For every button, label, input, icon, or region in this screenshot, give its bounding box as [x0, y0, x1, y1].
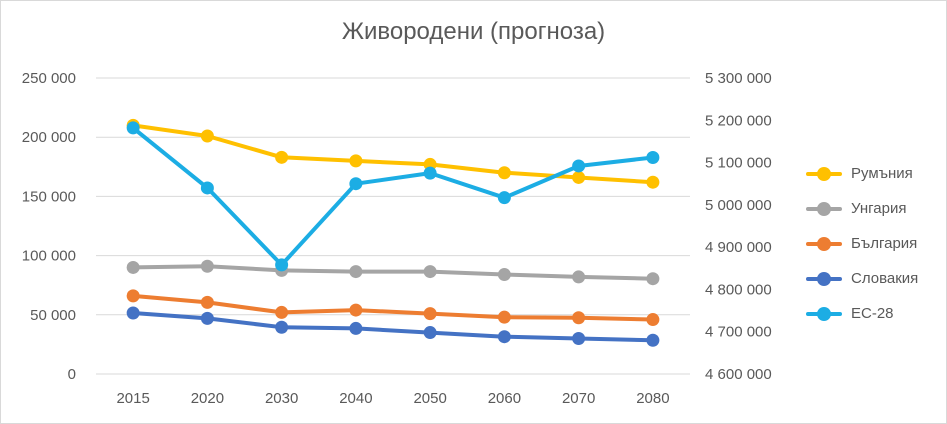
legend-marker: [806, 306, 842, 321]
series-line: [131, 125, 655, 267]
right-axis-ticks: 4 600 000 4 700 000 4 800 000 4 900 000 5 00…: [705, 70, 772, 383]
data-point: [349, 303, 363, 317]
data-point: [497, 268, 511, 282]
data-point: [497, 330, 511, 344]
legend-label: България: [851, 235, 918, 252]
legend-item: Словакия: [806, 261, 918, 296]
legend-label: Унгария: [851, 200, 907, 217]
data-point: [275, 258, 289, 272]
chart-title: Живородени (прогноза): [341, 18, 606, 45]
data-point: [497, 191, 511, 205]
legend-item: ЕС-28: [806, 296, 918, 331]
legend-label: Словакия: [851, 270, 919, 287]
gridlines: [96, 77, 690, 375]
legend-marker: [806, 236, 842, 251]
series-4: [126, 306, 660, 347]
data-point: [423, 166, 437, 180]
data-point: [126, 306, 140, 320]
x-tick-label: 2080: [636, 390, 669, 407]
series-line: [131, 293, 655, 322]
left-tick-label: 250 000: [22, 70, 76, 87]
legend-label: ЕС-28: [851, 305, 894, 322]
series-line: [131, 311, 655, 343]
data-point: [200, 259, 214, 273]
data-point: [200, 181, 214, 195]
legend-item: България: [806, 226, 918, 261]
data-point: [275, 305, 289, 319]
left-axis-ticks: 0 50 000 100 000 150 000 200 000 250 000: [22, 70, 76, 383]
data-point: [423, 265, 437, 279]
data-point: [497, 166, 511, 180]
legend-marker: [806, 166, 842, 181]
x-tick-label: 2015: [116, 390, 149, 407]
legend-dot: [817, 271, 831, 286]
data-point: [572, 159, 586, 173]
right-tick-label: 4 600 000: [705, 366, 772, 383]
data-point: [275, 150, 289, 164]
legend-item: Румъния: [806, 156, 918, 191]
series-line: [131, 264, 655, 281]
left-tick-label: 100 000: [22, 248, 76, 265]
right-tick-label: 5 200 000: [705, 112, 772, 129]
x-tick-label: 2020: [191, 390, 224, 407]
data-point: [126, 289, 140, 303]
data-point: [275, 320, 289, 334]
x-tick-label: 2040: [339, 390, 372, 407]
data-point: [572, 270, 586, 284]
legend-label: Румъния: [851, 165, 913, 182]
x-tick-label: 2070: [562, 390, 595, 407]
right-tick-label: 5 000 000: [705, 197, 772, 214]
series-2: [126, 259, 660, 286]
data-point: [646, 313, 660, 327]
x-tick-label: 2050: [413, 390, 446, 407]
series-line: [131, 123, 655, 185]
data-point: [126, 121, 140, 135]
data-point: [349, 265, 363, 279]
right-tick-label: 4 800 000: [705, 281, 772, 298]
left-tick-label: 50 000: [30, 307, 76, 324]
right-tick-label: 5 100 000: [705, 155, 772, 172]
series-group: [126, 118, 660, 347]
legend-marker: [806, 201, 842, 216]
series-3: [126, 289, 660, 327]
right-tick-label: 4 900 000: [705, 239, 772, 256]
legend-marker: [806, 271, 842, 286]
data-point: [572, 311, 586, 325]
x-tick-label: 2030: [265, 390, 298, 407]
right-tick-label: 4 700 000: [705, 324, 772, 341]
legend-dot: [817, 236, 831, 251]
data-point: [646, 150, 660, 164]
data-point: [126, 260, 140, 274]
data-point: [423, 326, 437, 340]
x-tick-label: 2060: [488, 390, 521, 407]
legend-dot: [817, 201, 831, 216]
data-point: [497, 310, 511, 324]
data-point: [423, 307, 437, 321]
data-point: [349, 321, 363, 335]
data-point: [572, 170, 586, 184]
data-point: [572, 331, 586, 345]
data-point: [646, 272, 660, 286]
legend-dot: [817, 306, 831, 321]
left-tick-label: 150 000: [22, 188, 76, 205]
legend: Румъния Унгария България Словакия ЕС-28: [806, 156, 918, 331]
legend-dot: [817, 166, 831, 181]
left-tick-label: 0: [68, 366, 76, 383]
data-point: [200, 129, 214, 143]
data-point: [349, 177, 363, 191]
data-point: [200, 311, 214, 325]
data-point: [646, 175, 660, 189]
left-tick-label: 200 000: [22, 129, 76, 146]
data-point: [349, 154, 363, 168]
series-5: [126, 121, 660, 272]
x-axis-ticks: 2015 2020 2030 2040 2050 2060 2070 2080: [116, 390, 669, 407]
data-point: [200, 295, 214, 309]
legend-item: Унгария: [806, 191, 918, 226]
data-point: [646, 333, 660, 347]
right-tick-label: 5 300 000: [705, 70, 772, 87]
